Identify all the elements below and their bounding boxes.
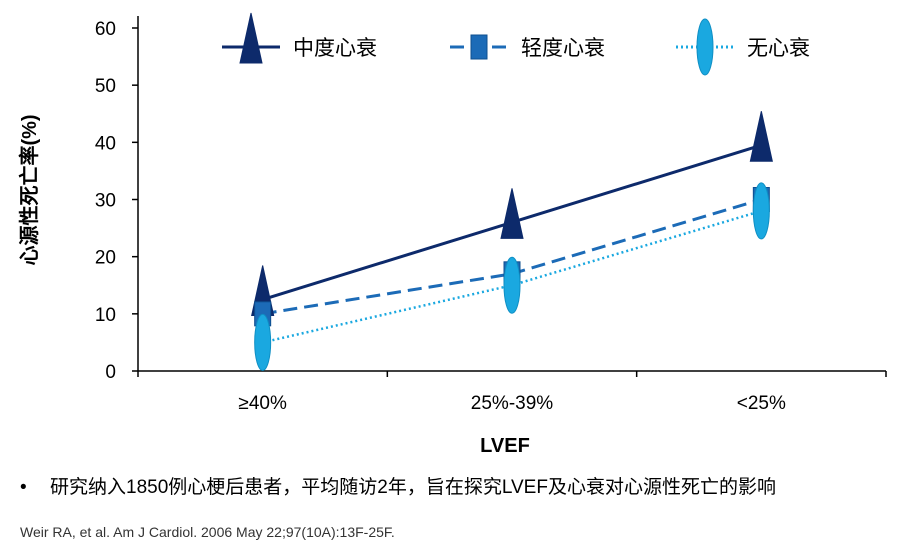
y-tick-label: 40 <box>95 133 116 154</box>
reference-citation: Weir RA, et al. Am J Cardiol. 2006 May 2… <box>20 524 395 540</box>
legend-label: 无心衰 <box>747 37 810 60</box>
study-note-text: 研究纳入1850例心梗后患者，平均随访2年，旨在探究LVEF及心衰对心源性死亡的… <box>50 477 776 498</box>
y-axis-label: 心源性死亡率(%) <box>17 114 41 265</box>
y-tick-label: 20 <box>95 248 116 269</box>
y-tick-label: 30 <box>95 191 116 212</box>
legend-label: 轻度心衰 <box>521 37 605 60</box>
data-point-ellipse <box>752 182 770 240</box>
y-tick-label: 50 <box>95 76 116 97</box>
y-tick-label: 10 <box>95 305 116 326</box>
x-tick-label: <25% <box>737 393 786 414</box>
data-point-triangle <box>500 188 524 239</box>
x-tick-label: 25%-39% <box>471 393 553 414</box>
legend-label: 中度心衰 <box>293 37 377 60</box>
y-tick-label: 60 <box>95 19 116 40</box>
x-tick-label: ≥40% <box>238 393 287 414</box>
data-point-ellipse <box>254 313 272 371</box>
bullet: • <box>20 477 27 498</box>
data-point-ellipse <box>503 256 521 314</box>
legend-marker-ellipse <box>696 18 714 76</box>
legend-marker-square <box>470 34 488 60</box>
study-note: • 研究纳入1850例心梗后患者，平均随访2年，旨在探究LVEF及心衰对心源性死亡… <box>20 472 776 499</box>
data-point-triangle <box>749 111 773 162</box>
y-tick-label: 0 <box>105 362 116 383</box>
legend-marker-triangle <box>239 12 263 64</box>
x-axis-label: LVEF <box>480 435 530 457</box>
chart: 0 10 20 30 40 50 60 ≥40% 25%-39% <25% 中度心衰 轻度心衰 无心衰… <box>17 12 887 457</box>
